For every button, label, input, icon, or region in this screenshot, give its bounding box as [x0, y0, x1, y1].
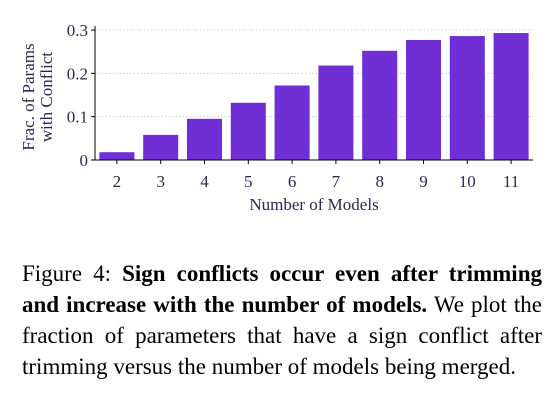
y-axis-label: Frac. of Params with Conflict	[19, 43, 56, 150]
bar-series	[99, 33, 529, 160]
x-axis-label: Number of Models	[249, 195, 378, 214]
x-tick-label: 11	[503, 172, 519, 191]
x-tick-labels: 2 3 4 5 6 7 8 9 10 11	[113, 160, 519, 191]
y-axis-label-line-1: Frac. of Params	[19, 43, 38, 150]
y-tick-label: 0.3	[67, 21, 88, 40]
bar-2	[99, 152, 135, 160]
x-tick-label: 5	[244, 172, 253, 191]
bar-6	[274, 85, 310, 160]
axes	[94, 26, 533, 161]
bar-11	[493, 33, 529, 160]
x-tick-label: 3	[156, 172, 165, 191]
y-tick-label: 0.1	[67, 108, 88, 127]
x-tick-label: 6	[288, 172, 297, 191]
caption-body-text: We plot the fraction of parameters that …	[22, 292, 542, 379]
y-axis-label-line-2: with Conflict	[37, 52, 56, 142]
figure-caption: Figure 4: Sign conflicts occur even afte…	[22, 258, 542, 382]
caption-bold-text: Sign conflicts occur even after trimming…	[22, 261, 542, 317]
x-tick-label: 7	[332, 172, 341, 191]
y-tick-label: 0	[80, 151, 89, 170]
bar-chart: 0 0.1 0.2 0.3 2 3 4 5 6 7 8 9 10 11 Number of Models…	[19, 21, 533, 214]
bar-10	[449, 36, 485, 160]
y-tick-labels: 0 0.1 0.2 0.3	[67, 21, 95, 170]
bar-5	[230, 102, 266, 160]
x-tick-label: 8	[375, 172, 384, 191]
caption-label: Figure 4:	[22, 261, 112, 286]
bar-8	[362, 50, 398, 160]
x-tick-label: 10	[459, 172, 476, 191]
y-tick-label: 0.2	[67, 64, 88, 83]
bar-3	[143, 134, 179, 160]
bar-4	[186, 118, 223, 160]
x-tick-label: 4	[200, 172, 209, 191]
x-tick-label: 2	[113, 172, 122, 191]
x-tick-label: 9	[419, 172, 428, 191]
bar-7	[318, 65, 354, 160]
bar-9	[405, 39, 442, 160]
